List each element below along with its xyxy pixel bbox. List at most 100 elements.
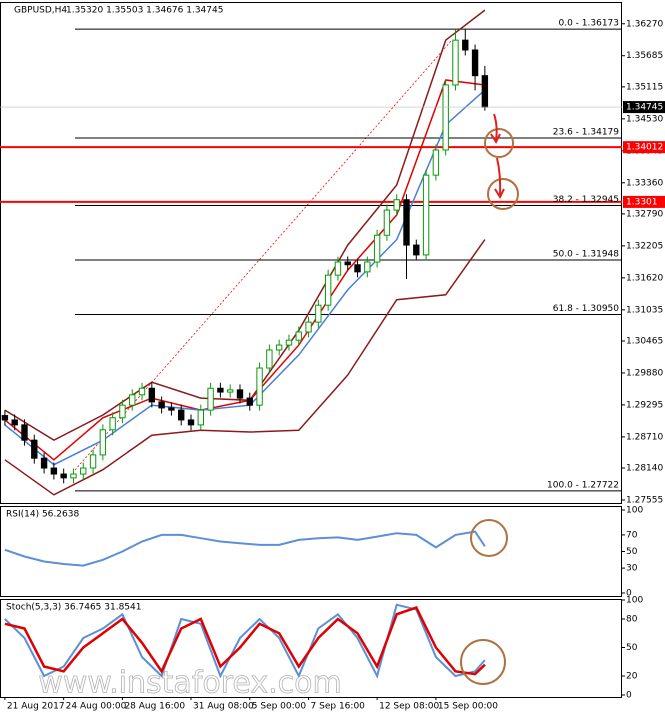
y-tick-label: 0 [626,691,632,701]
candle-body [236,389,244,399]
candle-body [168,407,175,411]
candle-body [354,264,361,273]
candle-body [315,304,322,323]
main-panel [0,2,622,504]
y-tick-label: 1.31035 [626,305,663,315]
candle-body [11,419,18,426]
y-tick-label: 1.32790 [626,209,663,219]
candle-body [217,387,224,393]
x-tick-label: 31 Aug 08:00 [193,702,254,712]
stoch-panel [0,599,622,698]
candle-body [50,467,58,475]
candle-body [432,149,440,176]
y-tick-label: 1.28140 [626,464,663,474]
candle-body [266,349,273,369]
current-price-label: 1.34745 [626,103,663,113]
axes: 1.362701.356851.351151.345301.339451.333… [0,19,665,712]
candle-body [462,39,469,51]
y-tick-label: 20 [626,672,638,682]
x-tick-label: 28 Aug 16:00 [124,702,185,712]
annotation-circle [487,178,519,210]
y-tick-label: 0 [626,589,632,599]
rsi-panel [0,506,622,597]
y-tick-label: 1.35685 [626,51,663,61]
annotation-circle [484,128,514,158]
x-tick-label: 5 Sep 00:00 [252,702,307,712]
x-tick-label: 24 Aug 00:00 [66,702,127,712]
series-line [4,606,486,676]
candle-body [256,367,263,406]
y-tick-label: 30 [626,564,638,574]
main-plot [0,9,622,496]
candle-body [31,439,38,459]
candle-body [373,234,381,263]
y-tick-label: 1.33360 [626,178,663,188]
rsi-title: RSI(14) 56.2638 [6,510,79,520]
candle-body [119,404,126,419]
fib-label: 23.6 - 1.34179 [553,128,619,138]
y-tick-label: 50 [626,547,638,557]
annotation-circle [460,639,506,685]
y-tick-label: 1.31620 [626,273,663,283]
candle-body [324,274,332,306]
chart-title: GBPUSD,H4 [14,6,67,16]
candle-body [226,389,234,393]
arrow [493,113,498,141]
fib-label: 0.0 - 1.36173 [559,19,620,29]
candle-body [344,261,351,266]
candle-body [129,394,136,406]
stoch-plot [4,603,486,679]
x-tick-label: 12 Sep 08:00 [379,702,439,712]
fib-label: 61.8 - 1.30950 [553,304,619,314]
x-tick-label: 7 Sep 16:00 [311,702,366,712]
candle-body [207,387,214,411]
trend-line [74,39,453,471]
arrow-head [494,188,505,200]
candle-body [364,261,371,273]
y-tick-label: 1.35115 [626,82,663,92]
candle-body [442,84,449,151]
x-tick-label: 21 Aug 2017 [7,702,65,712]
fib-label: 50.0 - 1.31948 [553,249,619,259]
candle-body [99,429,107,456]
candle-body [285,339,293,346]
candle-body [1,415,9,421]
candle-body [383,209,391,236]
candle-body [481,75,489,108]
candle-body [452,39,459,86]
indicator-line [4,239,486,496]
candle-body [187,419,195,426]
candle-body [471,49,479,77]
candle-body [422,174,430,256]
watermark: www.instaforex.com [38,666,341,701]
candle-body [60,473,67,479]
y-tick-label: 70 [626,530,638,540]
x-tick-label: 15 Sep 00:00 [438,702,498,712]
y-tick-label: 1.30465 [626,336,663,346]
candle-body [70,473,77,479]
candle-body [275,344,283,351]
candle-body [305,321,312,333]
chart-subtitle: 1.35320 1.35503 1.34676 1.34745 [66,6,223,16]
y-tick-label: 50 [626,643,638,653]
candle-body [89,454,97,469]
candle-body [80,467,87,475]
candle-body [197,409,204,426]
candle-body [413,244,420,256]
y-tick-label: 1.28710 [626,432,663,442]
y-tick-label: 1.27555 [626,495,663,505]
price-label-box [623,195,665,208]
y-tick-label: 1.34530 [626,114,663,124]
y-tick-label: 1.36270 [626,19,663,29]
y-tick-label: 100 [626,596,643,606]
candle-body [158,401,165,409]
fib-label: 38.2 - 1.32945 [553,195,619,205]
series-line [4,530,486,567]
y-tick-label: 1.32205 [626,241,663,251]
candle-body [148,387,156,403]
candle-body [178,409,185,421]
price-label: 1.34012 [626,143,663,153]
stoch-title: Stoch(5,3,3) 36.7465 31.8541 [6,603,141,613]
candle-body [109,417,116,431]
candle-body [393,199,400,211]
